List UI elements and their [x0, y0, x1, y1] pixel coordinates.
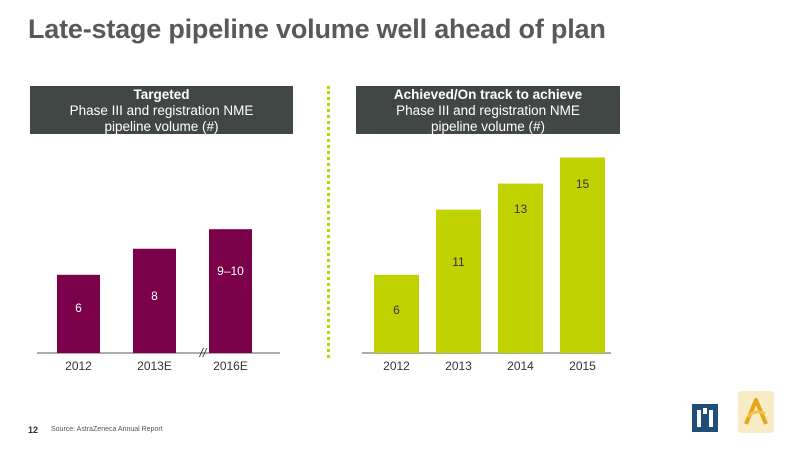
targeted-data-label: 6 — [75, 301, 82, 315]
achieved-tick-label: 2014 — [507, 359, 534, 373]
targeted-tick-label: 2012 — [65, 359, 92, 373]
targeted-tick-label: 2013E — [137, 359, 172, 373]
achieved-header-line2: pipeline volume (#) — [430, 119, 546, 134]
achieved-bar — [498, 183, 543, 353]
achieved-bar — [560, 157, 605, 353]
source-note: Source: AstraZeneca Annual Report — [51, 426, 163, 433]
achieved-bar — [374, 274, 419, 353]
targeted-data-label: 9–10 — [217, 264, 244, 278]
panel-divider — [327, 86, 330, 358]
achieved-data-label: 15 — [576, 177, 590, 191]
achieved-tick-label: 2012 — [383, 359, 410, 373]
achieved-chart: 6 2012 11 2013 13 2014 15 2015 — [362, 157, 611, 373]
targeted-header-title: Targeted — [133, 87, 190, 102]
achieved-tick-label: 2013 — [445, 359, 472, 373]
astrazeneca-logo-icon — [738, 391, 774, 433]
achieved-header-line1: Phase III and registration NME — [396, 103, 580, 118]
targeted-header: Targeted Phase III and registration NME … — [30, 86, 293, 134]
m-logo-icon — [692, 404, 718, 432]
achieved-data-label: 11 — [452, 255, 465, 269]
targeted-bar — [57, 274, 100, 353]
targeted-bar — [209, 229, 252, 353]
achieved-header-title: Achieved/On track to achieve — [393, 87, 583, 102]
page-title: Late-stage pipeline volume well ahead of… — [28, 14, 606, 44]
targeted-tick-label: 2016E — [213, 359, 248, 373]
targeted-header-line1: Phase III and registration NME — [69, 103, 254, 118]
achieved-header: Achieved/On track to achieve Phase III a… — [356, 86, 620, 134]
targeted-header-line2: pipeline volume (#) — [104, 119, 219, 134]
targeted-data-label: 8 — [151, 289, 158, 303]
targeted-bar — [133, 248, 176, 353]
achieved-bar — [436, 209, 481, 353]
achieved-data-label: 13 — [514, 202, 528, 216]
achieved-data-label: 6 — [393, 303, 400, 317]
achieved-tick-label: 2015 — [569, 359, 596, 373]
targeted-chart: 6 2012 8 2013E 9–10 2016E // — [37, 229, 280, 373]
page-number: 12 — [28, 425, 39, 435]
targeted-axis-break: // — [199, 346, 208, 360]
